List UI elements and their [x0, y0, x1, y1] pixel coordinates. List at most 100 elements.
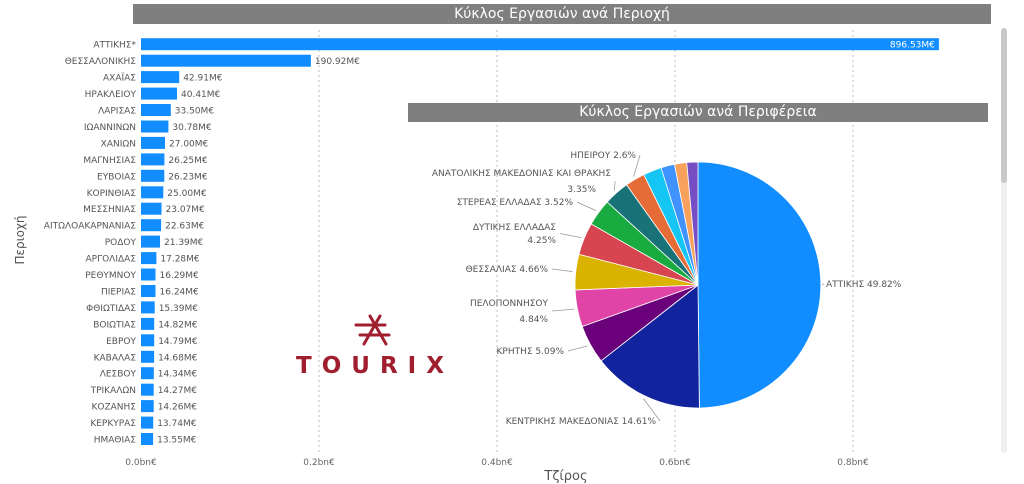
category-label: ΤΡΙΚΑΛΩΝ: [90, 386, 136, 396]
category-label: ΚΑΒΑΛΑΣ: [94, 353, 137, 363]
bar-chart-bars: [141, 38, 939, 445]
category-label: ΡΟΔΟΥ: [105, 238, 137, 248]
bar-chart-data-labels: 896.53M€ 190.92M€ 42.91M€ 40.41M€ 33.50M€ 30.…: [157, 41, 935, 446]
bar[interactable]: [141, 87, 177, 100]
pie-leader-line: [576, 201, 597, 212]
data-label: 17.28M€: [160, 255, 200, 265]
data-label: 896.53M€: [890, 41, 935, 51]
tourix-logo: TOURIX: [296, 314, 454, 379]
data-label: 25.00M€: [167, 189, 207, 199]
pie-leader-line: [643, 398, 661, 422]
bar-chart-y-axis-title: Περιοχή: [13, 215, 27, 264]
bar[interactable]: [141, 235, 160, 248]
category-label: ΒΟΙΩΤΙΑΣ: [93, 320, 136, 330]
data-label: 15.39M€: [159, 304, 199, 314]
data-label: 30.78M€: [172, 123, 212, 133]
data-label: 14.26M€: [158, 403, 198, 413]
category-label: ΕΥΒΟΙΑΣ: [97, 172, 136, 182]
pie-slice-label: ΘΕΣΣΑΛΙΑΣ 4.66%: [466, 265, 549, 275]
bar[interactable]: [141, 104, 171, 116]
pie-leader-line: [614, 180, 616, 191]
bar[interactable]: [141, 136, 165, 149]
data-label: 33.50M€: [175, 107, 215, 117]
category-label: ΜΑΓΝΗΣΙΑΣ: [83, 156, 136, 166]
scrollbar-thumb[interactable]: [1001, 28, 1007, 183]
category-label: ΛΕΣΒΟΥ: [100, 370, 137, 380]
data-label: 14.34M€: [158, 370, 198, 380]
bar[interactable]: [141, 301, 155, 314]
data-label: 42.91M€: [183, 74, 223, 84]
vertical-scrollbar[interactable]: [1001, 28, 1007, 453]
category-label: ΚΕΡΚΥΡΑΣ: [90, 419, 136, 429]
bar-chart-category-labels: ΑΤΤΙΚΗΣ* ΘΕΣΣΑΛΟΝΙΚΗΣ ΑΧΑΪΑΣ ΗΡΑΚΛΕΙΟΥ ΛΑΡΙΣ…: [44, 41, 137, 446]
bar[interactable]: [141, 153, 165, 166]
bar[interactable]: [141, 433, 154, 445]
category-label: ΘΕΣΣΑΛΟΝΙΚΗΣ: [65, 57, 137, 67]
pie-leader-line: [559, 233, 582, 238]
bar[interactable]: [141, 416, 154, 429]
bar[interactable]: [141, 38, 939, 51]
data-label: 190.92M€: [315, 57, 360, 67]
bar[interactable]: [141, 383, 154, 396]
x-tick-label: 0.0bn€: [125, 458, 157, 468]
pie-slice-label: ΣΤΕΡΕΑΣ ΕΛΛΑΔΑΣ 3.52%: [457, 198, 574, 208]
x-tick-label: 0.8bn€: [837, 458, 869, 468]
x-tick-label: 0.6bn€: [659, 458, 691, 468]
bar[interactable]: [141, 334, 155, 347]
bar[interactable]: [141, 268, 156, 281]
x-tick-label: 0.4bn€: [481, 458, 513, 468]
bar[interactable]: [141, 120, 169, 133]
bar[interactable]: [141, 400, 154, 413]
pie-slice-label: ΔΥΤΙΚΗΣ ΕΛΛΑΔΑΣ: [473, 223, 556, 233]
pie-slice-label: 4.25%: [527, 236, 556, 246]
data-label: 40.41M€: [181, 90, 221, 100]
pie-slice-label: ΠΕΛΟΠΟΝΝΗΣΟΥ: [470, 299, 549, 309]
data-label: 14.79M€: [158, 337, 198, 347]
tourix-mark-icon: [354, 314, 391, 346]
pie-leader-line: [633, 154, 641, 177]
pie-chart-slices: [574, 161, 822, 409]
bar[interactable]: [141, 202, 162, 215]
pie-slice-label: 4.84%: [519, 315, 548, 325]
data-label: 13.55M€: [157, 436, 197, 446]
bar[interactable]: [141, 219, 162, 232]
pie-slice-label: ΑΤΤΙΚΗΣ 49.82%: [826, 280, 902, 290]
data-label: 26.25M€: [168, 156, 208, 166]
bar[interactable]: [141, 252, 157, 265]
category-label: ΑΙΤΩΛΟΑΚΑΡΝΑΝΙΑΣ: [44, 222, 137, 232]
bar[interactable]: [141, 367, 154, 380]
category-label: ΕΒΡΟΥ: [106, 337, 136, 347]
bar[interactable]: [141, 169, 165, 182]
bar[interactable]: [141, 350, 155, 363]
pie-slice[interactable]: [600, 284, 700, 409]
pie-slice-label: ΚΡΗΤΗΣ 5.09%: [497, 347, 565, 357]
category-label: ΑΤΤΙΚΗΣ*: [93, 41, 136, 51]
bar[interactable]: [141, 317, 155, 330]
pie-slice-label: ΗΠΕΙΡΟΥ 2.6%: [570, 151, 636, 161]
data-label: 27.00M€: [169, 139, 209, 149]
pie-leader-line: [551, 268, 573, 272]
pie-slice[interactable]: [686, 161, 699, 286]
category-label: ΡΕΘΥΜΝΟΥ: [85, 271, 136, 281]
tourix-wordmark: TOURIX: [296, 353, 454, 379]
pie-slice-label: ΑΝΑΤΟΛΙΚΗΣ ΜΑΚΕΔΟΝΙΑΣ ΚΑΙ ΘΡΑΚΗΣ: [432, 169, 611, 179]
category-label: ΗΜΑΘΙΑΣ: [94, 436, 137, 446]
data-label: 22.63M€: [165, 222, 205, 232]
bar-chart-x-axis-title: Τζίρος: [543, 469, 587, 484]
category-label: ΛΑΡΙΣΑΣ: [98, 107, 136, 117]
data-label: 23.07M€: [166, 205, 206, 215]
category-label: ΚΟΡΙΝΘΙΑΣ: [87, 189, 137, 199]
category-label: ΑΡΓΟΛΙΔΑΣ: [86, 255, 137, 265]
category-label: ΜΕΣΣΗΝΙΑΣ: [83, 205, 136, 215]
pie-leader-line: [551, 308, 575, 312]
x-tick-label: 0.2bn€: [303, 458, 335, 468]
pie-slice[interactable]: [697, 161, 822, 409]
category-label: ΧΑΝΙΩΝ: [101, 139, 136, 149]
bar[interactable]: [141, 285, 156, 297]
bar[interactable]: [141, 71, 180, 84]
bar[interactable]: [141, 186, 164, 199]
category-label: ΙΩΑΝΝΙΝΩΝ: [84, 123, 136, 133]
data-label: 16.24M€: [160, 288, 200, 298]
bar[interactable]: [141, 54, 311, 67]
